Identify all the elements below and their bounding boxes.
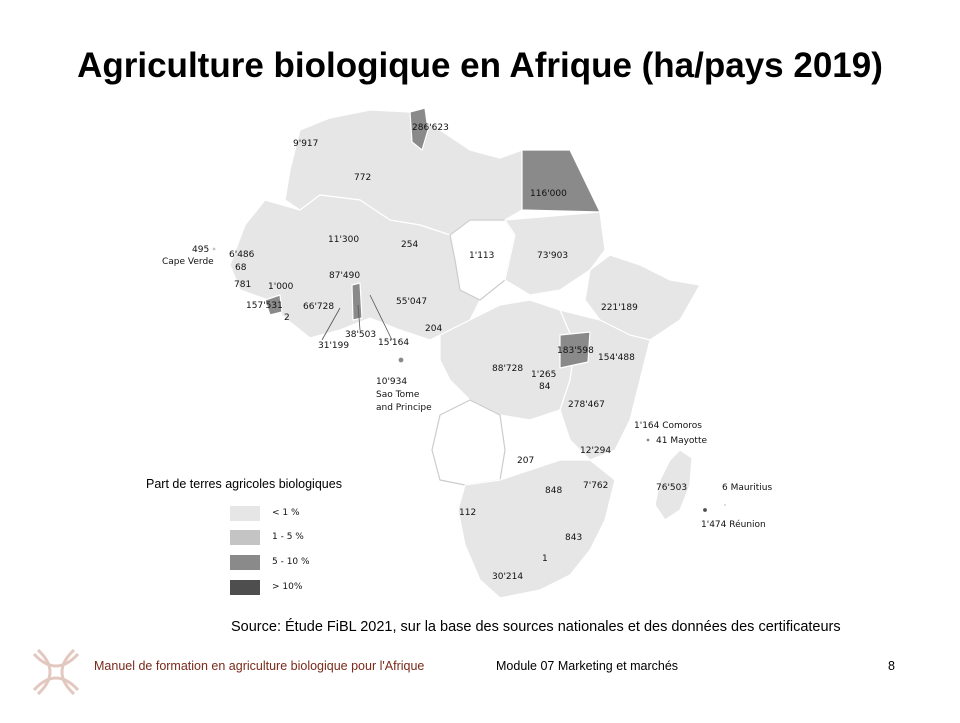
sao-tome-island <box>397 356 405 364</box>
label-cameroon-west: 15'164 <box>378 338 409 348</box>
label-chad: 1'113 <box>469 251 494 261</box>
region-uganda <box>559 331 591 369</box>
legend-label: < 1 % <box>272 508 300 518</box>
label-madagascar: 76'503 <box>656 483 687 493</box>
region-madagascar <box>654 449 693 521</box>
label-comoros: 1'164 Comoros <box>634 421 702 431</box>
legend-item: 5 - 10 % <box>230 554 310 570</box>
legend-item: < 1 % <box>230 505 300 521</box>
label-ghana: 38'503 <box>345 330 376 340</box>
legend-swatch <box>230 579 260 595</box>
region-egypt <box>521 149 601 213</box>
reunion-island <box>701 506 709 514</box>
page-number: 8 <box>888 659 895 673</box>
label-uganda: 183'598 <box>557 346 594 356</box>
label-tanzania: 278'467 <box>568 400 605 410</box>
label-mayotte: 41 Mayotte <box>656 436 707 446</box>
legend-swatch <box>230 505 260 521</box>
source-note: Source: Étude FiBL 2021, sur la base des… <box>231 619 841 635</box>
label-reunion: 1'474 Réunion <box>701 519 766 530</box>
label-egypt: 116'000 <box>530 189 567 199</box>
legend-swatch <box>230 529 260 545</box>
region-sudan <box>504 211 606 296</box>
label-liberia: 2 <box>284 313 290 323</box>
legend-label: > 10% <box>272 582 303 592</box>
label-zambia: 207 <box>517 456 534 466</box>
legend-label: 5 - 10 % <box>272 557 310 567</box>
label-malawi: 12'294 <box>580 446 611 456</box>
legend-item: 1 - 5 % <box>230 529 304 545</box>
label-togo: 31'199 <box>318 341 349 351</box>
footer-manual-title: Manuel de formation en agriculture biolo… <box>94 659 425 673</box>
label-sierra-leone: 157'531 <box>246 301 283 311</box>
label-ethiopia: 221'189 <box>601 303 638 313</box>
label-nigeria: 55'047 <box>396 297 427 307</box>
label-morocco: 9'917 <box>293 139 318 149</box>
label-sudan: 73'903 <box>537 251 568 261</box>
slide-title: Agriculture biologique en Afrique (ha/pa… <box>77 46 883 85</box>
mauritius-island <box>722 502 728 508</box>
label-sao-tome-name-2: and Principe <box>376 403 432 413</box>
legend-swatch <box>230 554 260 570</box>
legend-label: 1 - 5 % <box>272 532 304 542</box>
label-mali: 11'300 <box>328 235 359 245</box>
label-mauritius: 6 Mauritius <box>722 483 773 493</box>
label-gambia: 68 <box>235 263 247 273</box>
label-burundi: 84 <box>539 382 551 392</box>
label-cameroon: 204 <box>425 324 442 334</box>
label-sao-tome-value: 10'934 <box>376 377 407 387</box>
region-sierra-leone <box>264 294 283 316</box>
label-guinea-bissau: 781 <box>234 280 251 290</box>
label-lesotho: 1 <box>542 554 548 564</box>
label-senegal: 6'486 <box>229 250 255 260</box>
legend-title: Part de terres agricoles biologiques <box>146 477 342 491</box>
region-southern-africa <box>457 459 616 599</box>
label-kenya: 154'488 <box>598 353 635 363</box>
cape-verde-island <box>211 246 217 252</box>
label-guinea: 1'000 <box>268 282 294 292</box>
label-drc: 88'728 <box>492 364 523 374</box>
label-cape-verde-value: 495 <box>192 245 209 255</box>
label-algeria: 772 <box>354 173 371 183</box>
region-tunisia <box>409 107 429 151</box>
label-niger: 254 <box>401 240 418 250</box>
label-south-africa: 30'214 <box>492 572 523 582</box>
mayotte-island <box>645 437 651 443</box>
logo-icon <box>32 648 80 696</box>
label-cape-verde-name: Cape Verde <box>162 257 214 267</box>
label-namibia: 112 <box>459 508 476 518</box>
label-mozambique: 7'762 <box>583 481 608 491</box>
label-zimbabwe: 848 <box>545 486 562 496</box>
footer-module: Module 07 Marketing et marchés <box>496 659 679 673</box>
label-eswatini: 843 <box>565 533 582 543</box>
region-angola <box>431 399 506 486</box>
region-horn <box>584 254 701 341</box>
label-sao-tome-name-1: Sao Tome <box>376 390 420 400</box>
legend-item: > 10% <box>230 579 302 595</box>
label-burkina-faso: 87'490 <box>329 271 360 281</box>
label-rwanda: 1'265 <box>531 370 556 380</box>
label-cote-divoire: 66'728 <box>303 302 334 312</box>
label-tunisia: 286'623 <box>412 123 449 133</box>
region-ghana <box>351 282 363 321</box>
